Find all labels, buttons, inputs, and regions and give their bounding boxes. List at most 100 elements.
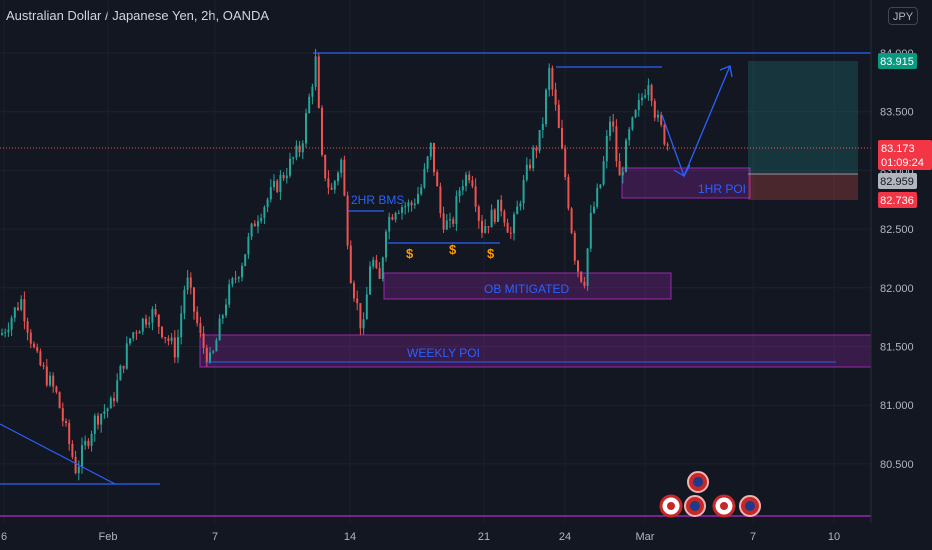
- candle-body: [628, 129, 631, 141]
- countdown-text: 01:09:24: [881, 157, 924, 169]
- candle-body: [346, 195, 349, 246]
- jp-flag-dot-icon: [667, 502, 675, 510]
- entry-price-tag: [878, 173, 917, 189]
- candle-body: [148, 322, 151, 325]
- candle-body: [401, 207, 403, 213]
- candle-body: [196, 311, 199, 324]
- candle-body: [426, 156, 429, 169]
- candle-body: [660, 114, 663, 125]
- candle-body: [477, 206, 480, 221]
- candle-body: [253, 223, 256, 227]
- x-tick-label: 7: [750, 531, 756, 543]
- candle-body: [545, 89, 547, 125]
- candle-body: [186, 277, 189, 290]
- candle-body: [356, 298, 359, 304]
- candle-body: [263, 207, 266, 219]
- candle-body: [71, 443, 74, 457]
- candle-body: [52, 375, 55, 387]
- candle-body: [404, 206, 407, 208]
- au-flag-inner-icon: [745, 501, 755, 511]
- candle-body: [167, 338, 170, 342]
- economic-events[interactable]: [659, 471, 761, 518]
- candle-body: [372, 259, 375, 267]
- candle-body: [506, 222, 509, 233]
- time-axis[interactable]: 6 Feb 7 14 21 24 Mar 7 10: [1, 531, 840, 543]
- candle-body: [244, 254, 247, 266]
- candle-body: [349, 245, 352, 284]
- candle-body: [317, 56, 320, 108]
- candle-body: [532, 147, 535, 169]
- candle-body: [410, 202, 413, 206]
- x-tick-label: Mar: [636, 531, 655, 543]
- candle-body: [129, 338, 131, 344]
- candle-body: [333, 181, 336, 190]
- candle-body: [490, 209, 493, 228]
- candle-body: [407, 202, 410, 207]
- candle-body: [653, 101, 656, 118]
- candle-body: [103, 411, 106, 414]
- candle-body: [388, 216, 391, 232]
- candle-body: [509, 232, 512, 234]
- candle-body: [369, 266, 371, 295]
- candle-body: [375, 259, 378, 268]
- candle-body: [433, 142, 435, 173]
- candle-body: [420, 187, 423, 195]
- candle-body: [631, 117, 634, 130]
- candle-body: [548, 67, 551, 90]
- candle-body: [449, 219, 451, 221]
- candle-body: [561, 127, 563, 149]
- candle-body: [650, 85, 653, 102]
- candle-body: [125, 343, 128, 369]
- candle-body: [468, 174, 471, 181]
- candle-body: [161, 326, 163, 338]
- candle-body: [1, 333, 3, 335]
- y-tick-label: 82.000: [880, 283, 914, 295]
- poi-label: 1HR POI: [698, 182, 746, 196]
- candle-body: [231, 278, 234, 285]
- candle-body: [205, 347, 208, 363]
- candle-body: [145, 318, 147, 325]
- y-tick-label: 83.500: [880, 107, 914, 119]
- au-flag-inner-icon: [690, 501, 700, 511]
- candle-body: [378, 267, 381, 279]
- currency-button[interactable]: JPY: [888, 7, 918, 25]
- candle-body: [68, 423, 71, 444]
- candle-body: [551, 67, 554, 90]
- candle-body: [359, 303, 362, 329]
- candle-body: [90, 433, 93, 446]
- candle-body: [228, 284, 231, 305]
- candle-body: [109, 397, 112, 409]
- candle-body: [618, 161, 621, 176]
- candle-body: [279, 174, 282, 192]
- candle-body: [202, 333, 205, 348]
- candle-body: [234, 278, 237, 280]
- candle-body: [557, 104, 560, 128]
- candle-body: [292, 157, 295, 159]
- candle-body: [570, 208, 573, 233]
- current-price-text: 83.173: [881, 143, 915, 155]
- candle-body: [513, 214, 515, 234]
- candle-body: [4, 332, 7, 334]
- candle-body: [65, 421, 67, 424]
- stop-price-text: 82.736: [880, 195, 914, 207]
- candle-body: [321, 107, 323, 155]
- projection-path: [661, 65, 731, 178]
- price-axis[interactable]: 84.00083.50083.00082.50082.00081.50081.0…: [870, 0, 914, 523]
- candle-body: [353, 283, 355, 299]
- candle-body: [122, 365, 125, 369]
- candle-body: [298, 145, 301, 153]
- ob-label: OB MITIGATED: [484, 282, 569, 296]
- candle-body: [100, 413, 103, 425]
- candle-body: [301, 143, 304, 153]
- candle-body: [535, 147, 538, 151]
- candle-body: [340, 159, 343, 173]
- candle-body: [58, 392, 61, 409]
- candle-body: [602, 161, 605, 185]
- candle-body: [458, 190, 461, 197]
- candle-body: [247, 236, 250, 255]
- candle-body: [394, 213, 397, 220]
- candle-body: [151, 309, 154, 323]
- candle-body: [237, 277, 240, 279]
- candle-body: [33, 343, 35, 348]
